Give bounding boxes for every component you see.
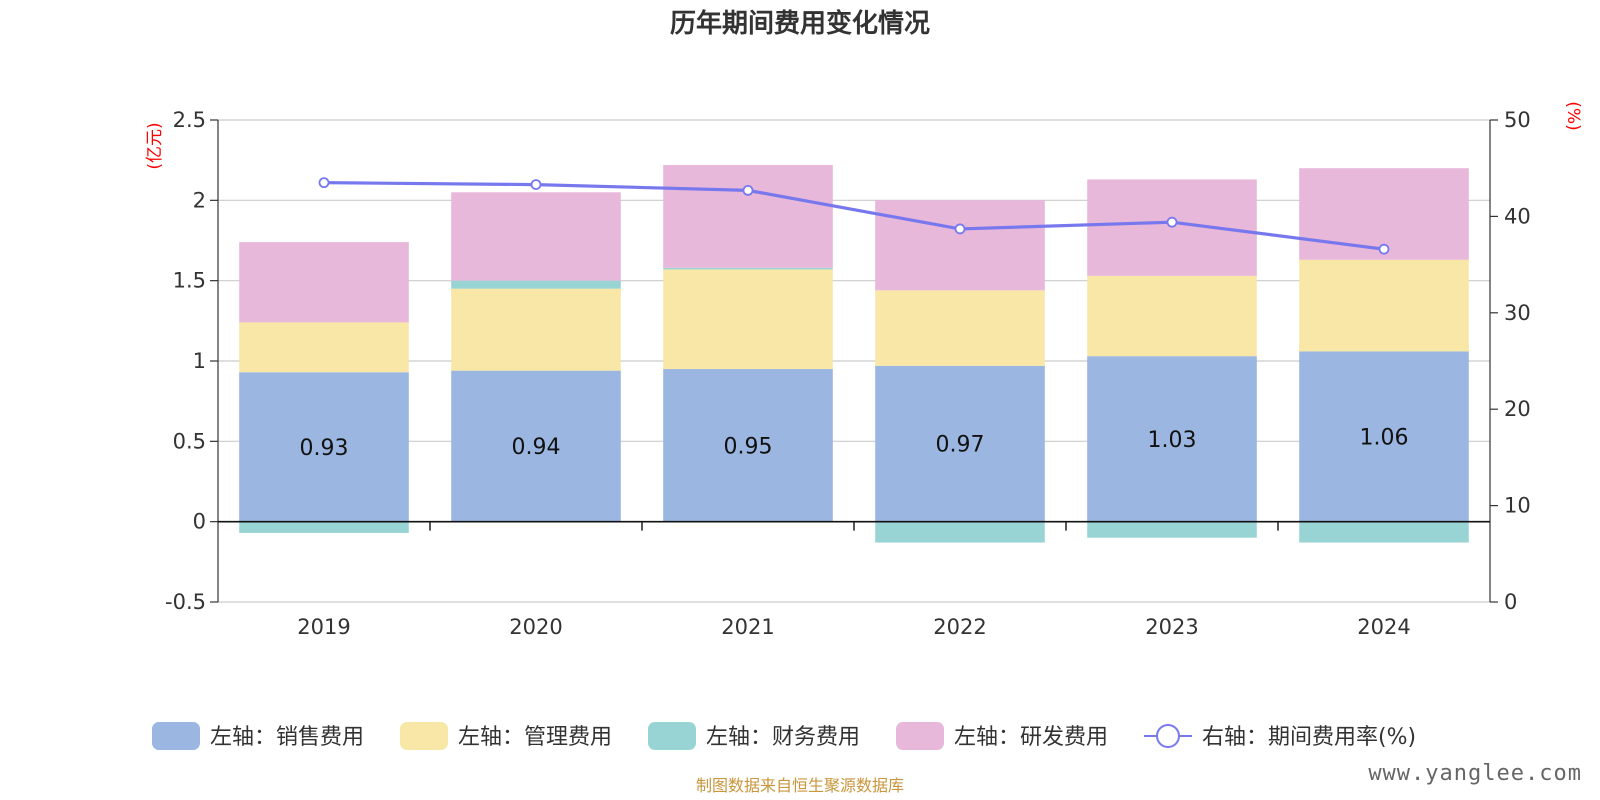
legend: 左轴：销售费用 左轴：管理费用 左轴：财务费用 左轴：研发费用 右轴：期间费用率(%) (152, 722, 1416, 750)
chart-title: 历年期间费用变化情况 (670, 8, 930, 39)
right-tick-label: 50 (1504, 108, 1531, 132)
legend-label: 左轴：销售费用 (210, 725, 364, 750)
bar-segment (875, 365, 1045, 522)
x-tick-label: 2019 (297, 615, 350, 639)
rate-point (954, 223, 966, 235)
bar-segment (239, 372, 409, 522)
bar-segment (239, 242, 409, 323)
x-tick-label: 2024 (1357, 615, 1410, 639)
watermark: www.yanglee.com (1368, 761, 1582, 786)
left-axis-unit: (亿元) (145, 122, 165, 169)
rate-line (318, 177, 1390, 255)
data-labels: 0.93 0.94 0.95 0.97 1.03 1.06 (300, 426, 1409, 461)
rate-point (742, 184, 754, 196)
right-tick-label: 30 (1504, 301, 1531, 325)
bar-segment (1087, 521, 1257, 538)
right-tick-label: 20 (1504, 397, 1531, 421)
rate-point (1378, 243, 1390, 255)
bar-segment (239, 322, 409, 373)
right-tick-label: 40 (1504, 204, 1531, 228)
legend-swatch (648, 722, 696, 750)
left-tick-label: 0.5 (173, 429, 206, 453)
bar-segment (1087, 356, 1257, 522)
left-tick-label: 1 (193, 349, 206, 373)
left-axis-ticks: -0.5 0 0.5 1 1.5 2 2.5 (165, 108, 218, 614)
bar-segment (663, 269, 833, 370)
rate-point (1166, 216, 1178, 228)
bar-segment (451, 288, 621, 371)
bar-segment (1299, 259, 1469, 352)
legend-label: 左轴：财务费用 (706, 725, 860, 750)
right-tick-label: 10 (1504, 494, 1531, 518)
bar-segment (451, 280, 621, 289)
legend-label: 左轴：研发费用 (954, 725, 1108, 750)
right-tick-label: 0 (1504, 590, 1517, 614)
bar-segment (875, 521, 1045, 543)
legend-label: 右轴：期间费用率(%) (1202, 725, 1416, 750)
bar-segment (663, 369, 833, 522)
left-tick-label: 0 (193, 510, 206, 534)
data-label: 1.06 (1360, 426, 1409, 451)
x-tick-label: 2023 (1145, 615, 1198, 639)
data-label: 0.93 (300, 436, 349, 461)
bar-segment (1299, 351, 1469, 522)
x-tick-label: 2021 (721, 615, 774, 639)
gridlines (218, 119, 1490, 603)
bar-segment (451, 192, 621, 281)
legend-label: 左轴：管理费用 (458, 725, 612, 750)
bar-segment (451, 370, 621, 522)
bar-segment (663, 164, 833, 268)
legend-swatch (400, 722, 448, 750)
left-tick-label: 1.5 (173, 269, 206, 293)
x-axis-ticks: 2019 2020 2021 2022 2023 2024 (297, 615, 1410, 639)
data-label: 0.94 (512, 435, 561, 460)
bar-segment (875, 200, 1045, 291)
right-axis-unit: (%) (1563, 101, 1583, 130)
data-label: 0.97 (936, 433, 985, 458)
data-label: 0.95 (724, 434, 773, 459)
bar-segment (1087, 275, 1257, 357)
right-axis-ticks: 0 10 20 30 40 50 (1490, 108, 1531, 614)
legend-swatch (896, 722, 944, 750)
bars (239, 164, 1469, 543)
bar-segment (663, 267, 833, 270)
bar-segment (1087, 179, 1257, 276)
left-tick-label: 2 (193, 188, 206, 212)
bar-segment (239, 521, 409, 533)
rate-point (530, 179, 542, 190)
rate-point (318, 177, 330, 189)
data-label: 1.03 (1148, 428, 1197, 453)
bar-segment (875, 290, 1045, 366)
left-tick-label: 2.5 (173, 108, 206, 132)
legend-swatch (152, 722, 200, 750)
x-tick-label: 2022 (933, 615, 986, 639)
left-tick-label: -0.5 (165, 590, 206, 614)
rate-line-path (323, 181, 1385, 251)
legend-marker (1156, 724, 1180, 748)
bar-segment (1299, 521, 1469, 543)
x-tick-label: 2020 (509, 615, 562, 639)
source-note: 制图数据来自恒生聚源数据库 (696, 776, 904, 795)
